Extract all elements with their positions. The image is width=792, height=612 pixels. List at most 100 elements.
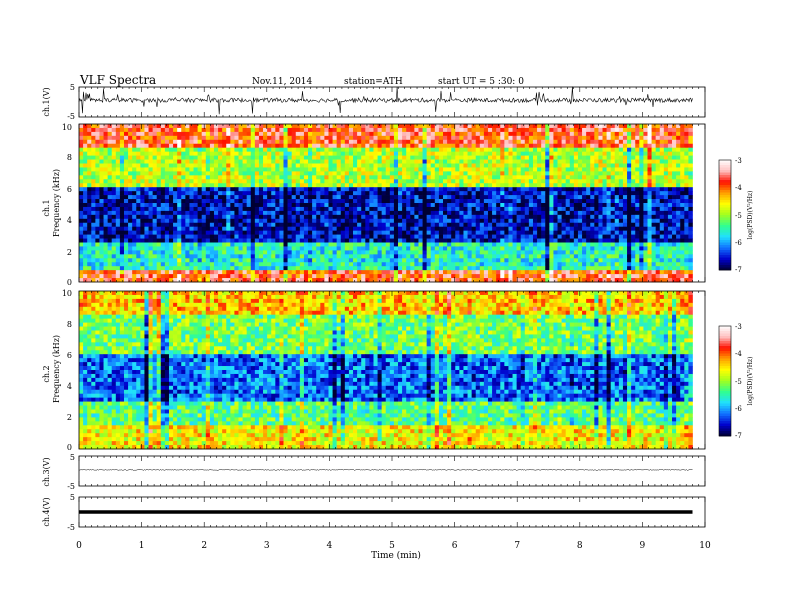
spectrogram-cell [320, 195, 325, 200]
spectrogram-cell [614, 210, 620, 216]
spectrogram-cell [402, 167, 407, 172]
spectrogram-cell [398, 155, 403, 160]
spectrogram-cell [586, 222, 591, 228]
spectrogram-cell [496, 195, 501, 200]
spectrogram-cell [520, 214, 526, 220]
spectrogram-cell [553, 155, 558, 160]
spectrogram-cell [299, 143, 305, 149]
spectrogram-cell [487, 191, 493, 196]
spectrogram-cell [271, 124, 276, 129]
spectrogram-cell [479, 135, 485, 141]
spectrogram-cell [369, 195, 374, 200]
spectrogram-cell [463, 250, 468, 255]
spectrogram-cell [230, 135, 235, 141]
spectrogram-cell [545, 218, 550, 224]
spectrogram-cell [418, 234, 423, 239]
spectrogram-cell [303, 143, 309, 149]
spectrogram-cell [271, 143, 276, 149]
spectrogram-cell [308, 222, 313, 228]
spectrogram-cell [140, 246, 145, 251]
spectrogram-cell [185, 226, 190, 231]
spectrogram-cell [508, 222, 513, 228]
spectrogram-cell [430, 151, 436, 156]
spectrogram-cell [193, 124, 198, 129]
spectrogram-cell [271, 199, 276, 204]
spectrogram-cell [128, 214, 133, 220]
spectrogram-cell [393, 246, 399, 251]
spectrogram-cell [410, 179, 415, 184]
spectrogram-cell [557, 230, 562, 235]
spectrogram-cell [332, 167, 338, 172]
spectrogram-cell [209, 183, 215, 188]
spectrogram-cell [426, 199, 432, 204]
spectrogram-cell [267, 147, 272, 152]
spectrogram-cell [496, 203, 501, 208]
spectrogram-cell [267, 171, 272, 176]
spectrogram-cell [173, 171, 178, 176]
spectrogram-cell [173, 167, 178, 172]
spectrogram-cell [512, 159, 517, 164]
spectrogram-cell [410, 230, 415, 235]
spectrogram-cell [258, 218, 264, 224]
spectrogram-cell [561, 206, 567, 212]
spectrogram-cell [651, 222, 657, 228]
spectrogram-cell [197, 238, 203, 243]
spectrogram-cell [639, 151, 644, 156]
spectrogram-cell [287, 151, 293, 156]
spectrogram-cell [549, 179, 554, 184]
spectrogram-cell [528, 191, 534, 196]
spectrogram-cell [168, 167, 174, 172]
spectrogram-cell [303, 242, 309, 247]
spectrogram-cell [631, 195, 636, 200]
spectrogram-cell [447, 124, 452, 129]
spectrogram-cell [148, 238, 153, 243]
spectrogram-cell [614, 206, 620, 212]
spectrogram-cell [614, 199, 620, 204]
spectrogram-cell [504, 230, 509, 235]
spectrogram-cell [672, 163, 677, 168]
spectrogram-cell [361, 131, 366, 137]
spectrogram-cell [385, 159, 391, 164]
spectrogram-cell [553, 218, 558, 224]
spectrogram-cell [606, 214, 612, 220]
spectrogram-cell [655, 175, 661, 180]
spectrogram-cell [483, 214, 489, 220]
spectrogram-cell [128, 147, 133, 152]
spectrogram-cell [524, 163, 530, 168]
spectrogram-cell [156, 171, 162, 176]
spectrogram-cell [684, 246, 689, 251]
spectrogram-cell [115, 143, 121, 149]
spectrogram-cell [414, 230, 419, 235]
spectrogram-cell [659, 175, 665, 180]
spectrogram-cell [508, 155, 513, 160]
spectrogram-cell [598, 135, 603, 141]
spectrogram-cell [87, 143, 92, 149]
spectrogram-cell [622, 183, 628, 188]
spectrogram-cell [565, 179, 571, 184]
spectrogram-cell [91, 234, 96, 239]
spectrogram-cell [398, 218, 403, 224]
spectrogram-cell [238, 234, 243, 239]
spectrogram-cell [590, 250, 595, 255]
spectrogram-cell [348, 151, 354, 156]
spectrogram-cell [676, 143, 681, 149]
spectrogram-cell [680, 167, 685, 172]
spectrogram-cell [451, 175, 456, 180]
spectrogram-cell [246, 143, 252, 149]
spectrogram-cell [287, 131, 293, 137]
spectrogram-cell [577, 214, 583, 220]
spectrogram-cell [177, 131, 182, 137]
spectrogram-cell [308, 187, 313, 192]
spectrogram-cell [639, 218, 644, 224]
spectrogram-cell [128, 234, 133, 239]
spectrogram-cell [500, 167, 505, 172]
spectrogram-cell [381, 195, 387, 200]
spectrogram-cell [688, 187, 693, 192]
spectrogram-cell [115, 131, 121, 137]
spectrogram-cell [516, 222, 522, 228]
spectrogram-cell [369, 203, 374, 208]
spectrogram-cell [463, 203, 468, 208]
spectrogram-cell [332, 203, 338, 208]
spectrogram-cell [132, 131, 137, 137]
spectrogram-cell [263, 238, 268, 243]
